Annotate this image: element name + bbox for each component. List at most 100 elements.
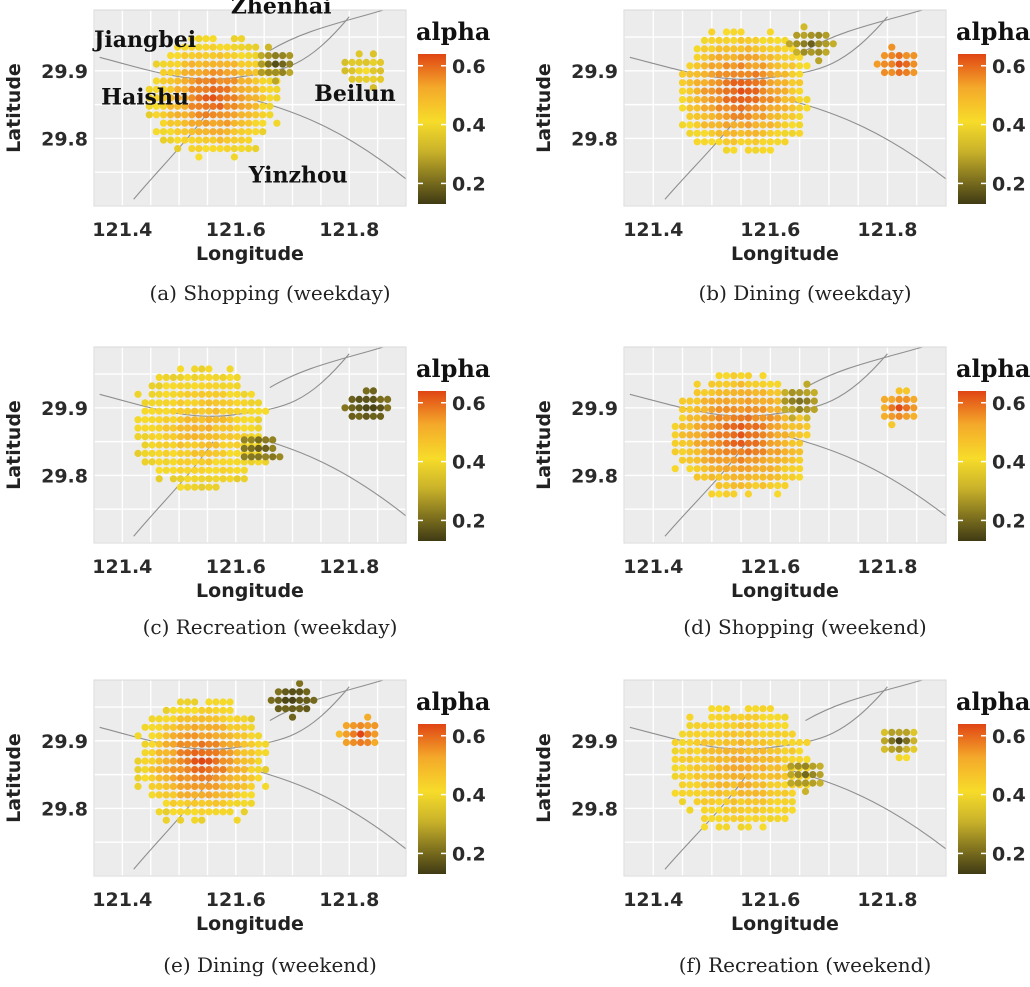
data-point [722, 431, 731, 439]
data-point [167, 60, 175, 68]
data-point [744, 431, 753, 439]
data-point [744, 713, 753, 721]
data-point [202, 43, 210, 51]
data-point [803, 431, 811, 439]
legend-tick-label: 0.6 [992, 726, 1026, 748]
data-point [252, 52, 260, 60]
data-point [700, 823, 709, 831]
legend-tick-label: 0.4 [992, 115, 1026, 137]
data-point [722, 713, 731, 721]
data-point [693, 798, 701, 806]
data-point [902, 52, 911, 60]
data-point [737, 738, 745, 747]
data-point [744, 448, 753, 456]
data-point [148, 774, 156, 782]
data-point [807, 31, 815, 39]
data-point [788, 121, 796, 129]
data-point [341, 404, 349, 412]
data-point [162, 757, 170, 765]
data-point [722, 730, 731, 738]
data-point [162, 816, 170, 824]
data-point [722, 705, 731, 713]
data-point [209, 52, 217, 60]
data-point [774, 730, 782, 738]
data-point [191, 466, 199, 474]
data-point [810, 405, 818, 414]
data-point [237, 119, 246, 127]
data-point [774, 36, 782, 45]
data-point [766, 62, 775, 70]
data-point [219, 774, 227, 782]
data-point [737, 112, 745, 120]
data-point [781, 121, 789, 129]
data-point [801, 771, 810, 779]
data-point [191, 475, 199, 483]
data-point [184, 466, 192, 474]
data-point [202, 52, 210, 60]
data-point [198, 706, 206, 715]
data-point [788, 730, 796, 738]
data-point [722, 79, 731, 87]
data-point [202, 35, 210, 43]
data-point [252, 43, 260, 51]
data-point [195, 145, 203, 153]
data-point [737, 815, 745, 823]
data-point [803, 397, 811, 405]
data-point [895, 395, 903, 403]
data-point [880, 395, 889, 403]
data-point [796, 456, 804, 464]
data-point [744, 815, 753, 823]
data-point [700, 53, 709, 61]
district-label: Beilun [314, 81, 395, 107]
data-point [188, 43, 196, 51]
data-point [184, 458, 192, 466]
data-point [212, 791, 220, 799]
data-point [693, 112, 701, 120]
data-point [730, 755, 738, 764]
data-point [715, 781, 723, 789]
road-line [269, 346, 384, 389]
data-point [257, 52, 265, 60]
data-point [730, 45, 738, 53]
data-point [281, 688, 290, 696]
data-point [700, 730, 709, 738]
data-point [759, 764, 767, 772]
data-point [254, 444, 263, 452]
data-point [162, 782, 170, 791]
data-point [176, 791, 185, 799]
data-point [822, 48, 830, 56]
data-point [737, 781, 745, 789]
data-point [744, 36, 753, 45]
data-point [230, 68, 238, 77]
data-point [788, 465, 796, 473]
data-point [700, 96, 709, 104]
data-point [219, 749, 227, 757]
data-point [752, 456, 760, 464]
data-point [237, 60, 246, 68]
data-point [184, 774, 192, 782]
data-point [155, 416, 163, 424]
data-point [722, 138, 731, 146]
legend-title: alpha [956, 687, 1030, 716]
data-point [788, 456, 796, 464]
data-point [700, 738, 709, 747]
data-point [788, 96, 796, 104]
data-point [700, 722, 709, 730]
data-point [788, 747, 796, 755]
data-point [226, 373, 234, 381]
data-point [216, 85, 224, 93]
data-point [737, 414, 745, 422]
data-point [230, 77, 238, 85]
data-point [781, 405, 789, 414]
data-point [715, 53, 723, 61]
data-point [205, 407, 213, 415]
data-point [216, 136, 224, 144]
data-point [176, 365, 185, 373]
data-point [752, 146, 760, 154]
data-point [198, 382, 206, 390]
data-point [240, 774, 248, 782]
data-point [678, 448, 687, 456]
data-point [774, 755, 782, 764]
data-point [715, 456, 723, 464]
data-point [296, 705, 304, 713]
